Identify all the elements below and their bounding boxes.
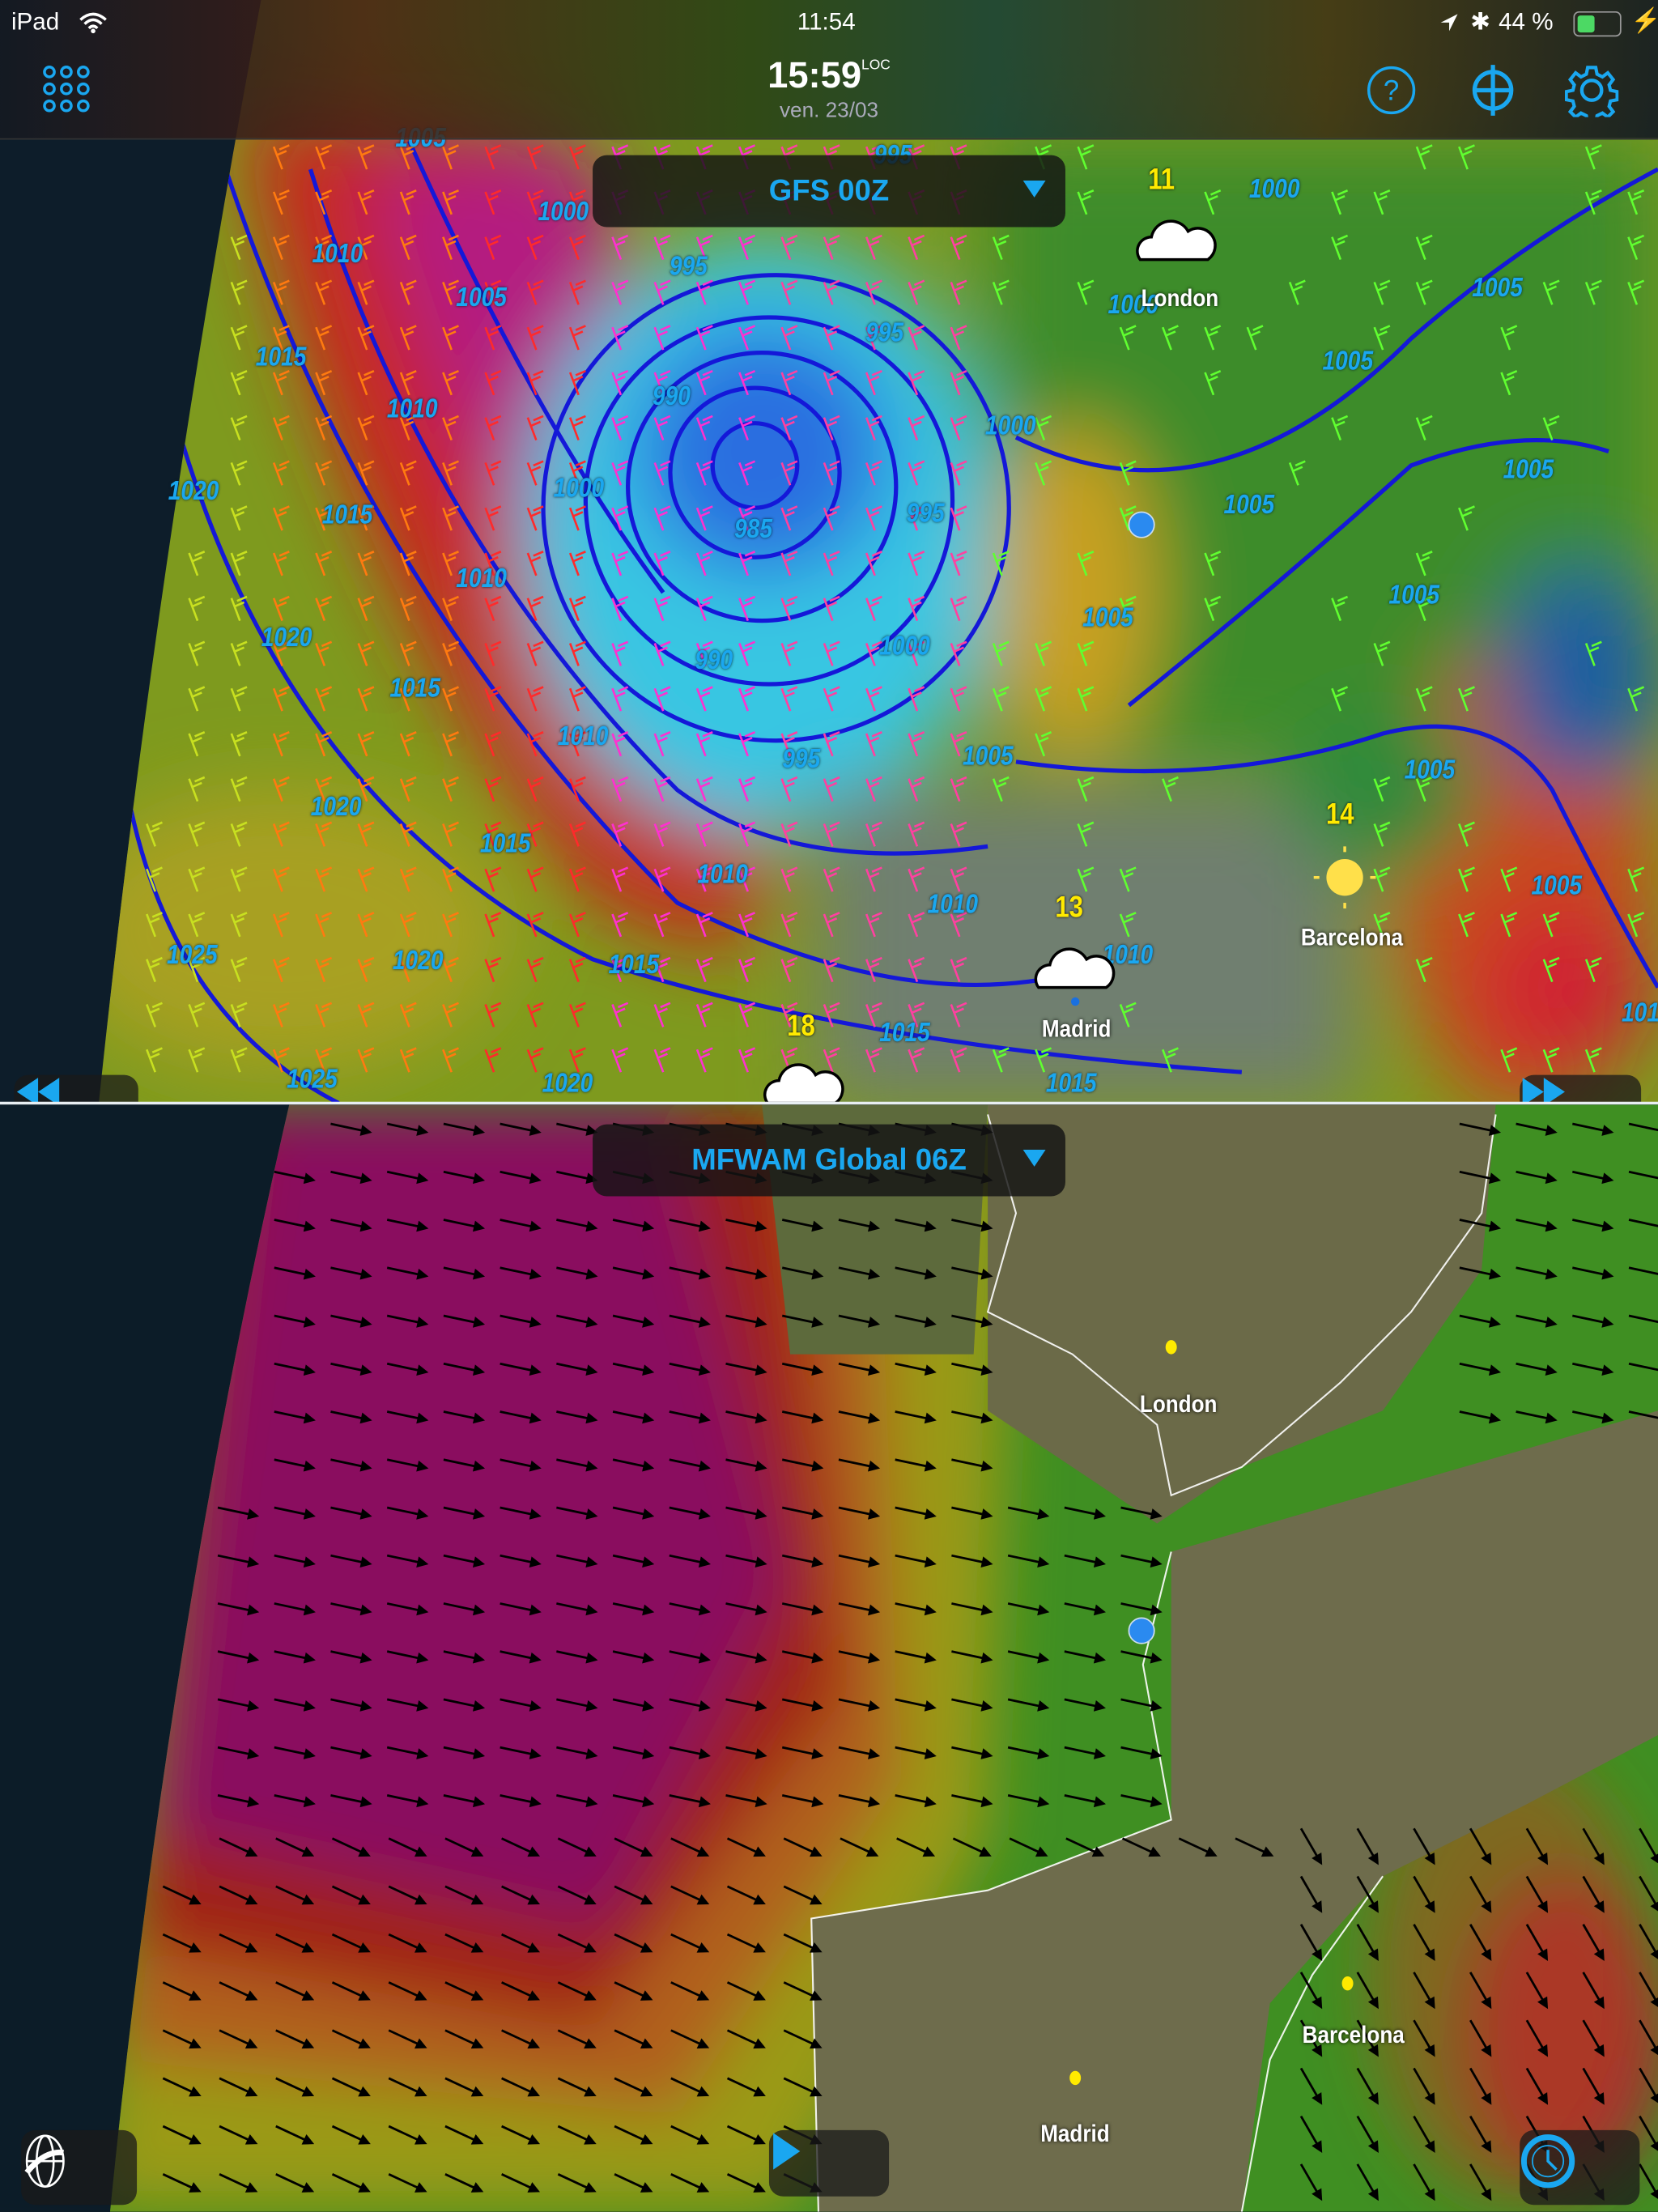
- isobar-label: 990: [653, 382, 691, 413]
- city-label-madrid: Madrid: [1040, 2121, 1109, 2149]
- isobar-label: 1010: [456, 564, 507, 595]
- status-time: 11:54: [797, 8, 856, 36]
- battery-percent: 44 %: [1499, 8, 1554, 36]
- isobar-label: 1000: [1249, 175, 1300, 206]
- fast-forward-button[interactable]: [1520, 1075, 1641, 1104]
- play-button[interactable]: [769, 2130, 889, 2197]
- isobar-label: 1020: [168, 477, 219, 508]
- temperature-label: 18: [787, 1010, 815, 1044]
- globe-icon: [21, 2130, 69, 2193]
- rewind-icon: [14, 1075, 62, 1104]
- device-name: iPad: [11, 8, 59, 36]
- temperature-label: 14: [1326, 798, 1354, 832]
- isobar-label: 1020: [393, 946, 444, 977]
- isobar-label: 995: [865, 319, 903, 350]
- battery-icon: [1573, 11, 1621, 36]
- city-label-madrid: Madrid: [1042, 1015, 1111, 1044]
- isobar-label: 1005: [963, 742, 1014, 772]
- isobar-label: 1010: [558, 722, 609, 753]
- isobar-label: 1015: [389, 674, 440, 705]
- isobar-label: 1005: [1082, 604, 1133, 635]
- location-marker-icon: [1129, 1618, 1154, 1643]
- isobar-label: 1010: [697, 861, 748, 891]
- time-button[interactable]: [1520, 2130, 1639, 2205]
- isobar-label: 1000: [554, 474, 605, 504]
- isobar-label: 1015: [609, 951, 660, 981]
- city-label-barcelona: Barcelona: [1301, 924, 1403, 952]
- isobar-label: 1005: [456, 283, 507, 314]
- timezone-label: LOC: [861, 57, 891, 73]
- isobar-label: 1010: [387, 395, 438, 426]
- rewind-button[interactable]: [14, 1075, 138, 1104]
- isobar-label: 1005: [1322, 347, 1373, 378]
- isobar-label: 985: [734, 515, 772, 546]
- crosshair-locate-icon[interactable]: [1468, 62, 1519, 119]
- isobar-label: 1005: [1503, 456, 1554, 487]
- play-icon: [769, 2130, 803, 2172]
- isobar-label: 1015: [879, 1019, 930, 1049]
- city-label-london: London: [1140, 1391, 1218, 1419]
- model-selector-bottom[interactable]: MFWAM Global 06Z: [593, 1125, 1065, 1197]
- isobar-label: 1000: [879, 632, 930, 663]
- isobar-label: 1015: [1046, 1070, 1097, 1100]
- marker-dot: [1166, 1340, 1177, 1354]
- bluetooth-icon: ✱: [1470, 8, 1490, 36]
- clock-icon: [1520, 2130, 1576, 2193]
- isobar-label: 1010: [1622, 999, 1658, 1030]
- isobar-label: 1015: [480, 829, 531, 860]
- fast-forward-icon: [1520, 1075, 1567, 1104]
- isobar-label: 990: [695, 646, 733, 677]
- isobar-label: 995: [907, 500, 945, 530]
- isobar-label: 1010: [927, 890, 978, 921]
- city-label-barcelona: Barcelona: [1303, 2022, 1405, 2050]
- help-icon[interactable]: ?: [1366, 65, 1417, 116]
- isobar-label: 1015: [322, 501, 373, 532]
- temperature-label: 13: [1055, 891, 1083, 925]
- isobar-label: 1000: [985, 412, 1036, 443]
- isobar-label: 1005: [1405, 756, 1456, 787]
- isobar-label: 1020: [542, 1070, 593, 1100]
- isobar-label: 995: [670, 253, 708, 283]
- isobar-label: 1020: [311, 793, 362, 823]
- isobar-label: 995: [782, 745, 820, 776]
- isobar-label: 1010: [1103, 941, 1154, 972]
- model-selector-top[interactable]: GFS 00Z: [593, 155, 1065, 228]
- isobar-label: 1000: [538, 198, 589, 228]
- dropdown-caret-icon: [1023, 181, 1046, 198]
- isobar-label: 1005: [1388, 581, 1439, 612]
- location-arrow-icon: [1439, 13, 1459, 32]
- wave-height-map[interactable]: London Barcelona Madrid MFWAM Global 06Z: [0, 1104, 1658, 2212]
- pressure-wind-map[interactable]: 1005 995 1000 1010 995 1005 995 1015 990…: [0, 0, 1658, 1103]
- marker-dot: [1069, 2071, 1081, 2085]
- city-label-london: London: [1141, 285, 1219, 313]
- wifi-icon: [79, 11, 108, 34]
- model-name: GFS 00Z: [769, 174, 890, 208]
- isobar-label: 1025: [287, 1065, 338, 1095]
- temperature-label: 11: [1148, 164, 1175, 198]
- isobar-label: 1015: [256, 342, 307, 373]
- isobar-label: 1005: [1223, 491, 1274, 521]
- wave-map-layer: [0, 1104, 1658, 2212]
- isobar-label: 1005: [1531, 872, 1582, 903]
- gear-icon[interactable]: [1565, 63, 1618, 117]
- isobar-label: 1020: [261, 623, 312, 654]
- app-screen: 1005 995 1000 1010 995 1005 995 1015 990…: [0, 0, 1658, 2212]
- svg-text:?: ?: [1384, 75, 1399, 107]
- isobar-label: 1010: [312, 240, 363, 270]
- model-name: MFWAM Global 06Z: [691, 1143, 967, 1177]
- marker-dot: [1342, 1976, 1354, 1990]
- charging-icon: ⚡: [1631, 7, 1658, 36]
- globe-view-button[interactable]: [21, 2130, 137, 2205]
- top-bar: iPad 11:54 ✱ 44 % ⚡ 15:59LOC ven. 23/03 …: [0, 0, 1658, 139]
- isobar-label: 1005: [1472, 274, 1523, 304]
- dropdown-caret-icon: [1023, 1150, 1046, 1167]
- forecast-time-value: 15:59: [767, 53, 861, 96]
- isobar-label: 1025: [167, 941, 218, 972]
